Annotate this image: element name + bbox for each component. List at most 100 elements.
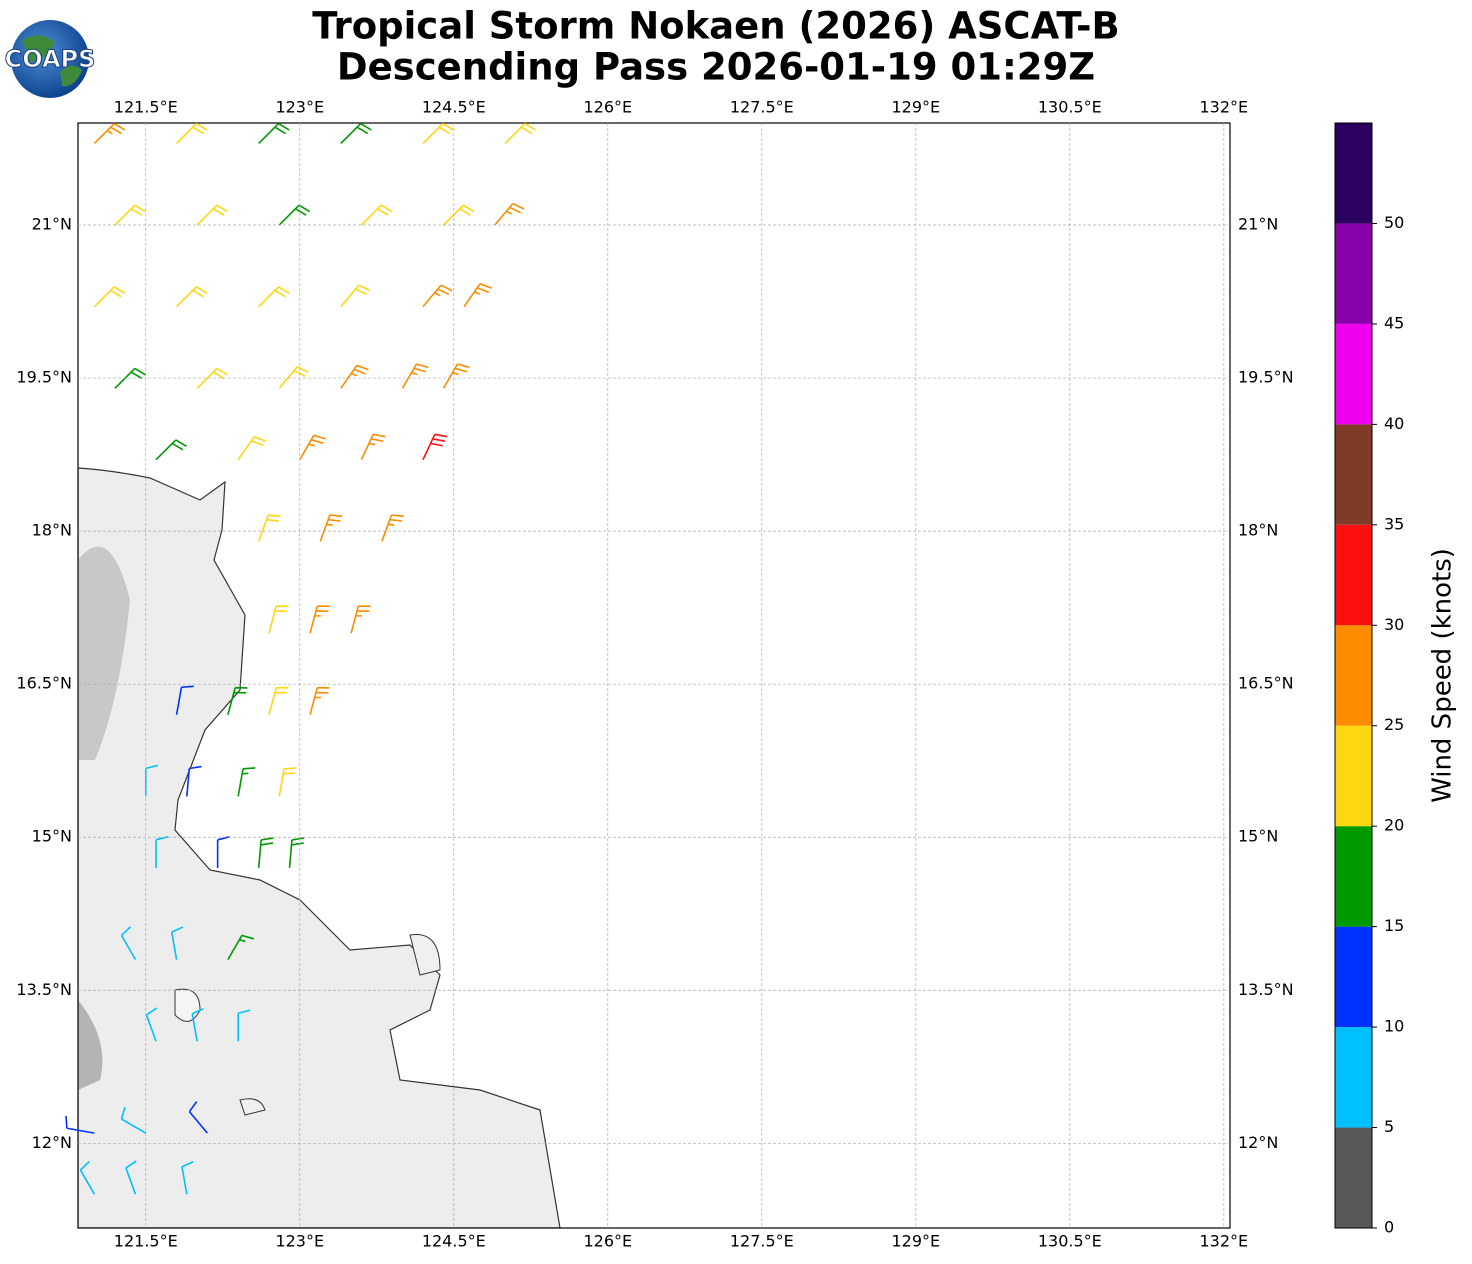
wind-barb: [268, 605, 289, 634]
chart-title: Tropical Storm Nokaen (2026) ASCAT-B: [312, 5, 1119, 48]
wind-barb: [65, 1115, 95, 1134]
y-tick-label: 12°N: [32, 1133, 72, 1152]
wind-barb: [422, 433, 448, 461]
x-tick-label: 121.5°E: [114, 1232, 178, 1251]
logo-text: COAPS: [5, 45, 96, 73]
y-tick-label: 16.5°N: [16, 674, 72, 693]
wind-barb: [278, 366, 309, 389]
colorbar-bin: [1335, 424, 1372, 525]
colorbar-tick-label: 0: [1384, 1218, 1394, 1237]
wind-barb: [340, 364, 369, 389]
y-tick-label: 16.5°N: [1238, 674, 1294, 693]
colorbar-tick-label: 5: [1384, 1117, 1394, 1136]
wind-barb: [93, 286, 126, 308]
wind-barb: [155, 836, 169, 868]
wind-barb: [319, 514, 343, 542]
colorbar-tick-label: 10: [1384, 1017, 1404, 1036]
x-tick-label: 126°E: [583, 98, 632, 117]
x-tick-label: 130.5°E: [1038, 98, 1102, 117]
x-tick-label: 127.5°E: [730, 1232, 794, 1251]
y-tick-label: 19.5°N: [16, 368, 72, 387]
wind-barb: [309, 605, 330, 634]
colorbar-bin: [1335, 725, 1372, 827]
chart-subtitle: Descending Pass 2026-01-19 01:29Z: [337, 46, 1095, 89]
x-tick-label: 127.5°E: [730, 98, 794, 117]
y-tick-label: 13.5°N: [1238, 980, 1294, 999]
wind-barb: [181, 1160, 194, 1195]
wind-barb: [463, 282, 492, 308]
wind-barb: [175, 685, 194, 715]
colorbar-bin: [1335, 926, 1372, 1028]
wind-barb: [79, 1160, 96, 1195]
colorbar-bin: [1335, 1027, 1372, 1128]
x-tick-label: 126°E: [583, 1232, 632, 1251]
wind-barb: [442, 363, 470, 389]
wind-barb: [227, 686, 248, 715]
x-tick-label: 129°E: [891, 98, 940, 117]
y-tick-label: 21°N: [32, 215, 72, 234]
wind-barb: [216, 836, 230, 868]
wind-barb: [114, 204, 146, 226]
wind-barb: [196, 367, 228, 389]
y-tick-label: 18°N: [1238, 521, 1278, 540]
wind-barb: [125, 1160, 137, 1195]
logo: COAPS: [4, 20, 96, 98]
y-tick-label: 18°N: [32, 521, 72, 540]
y-tick-label: 13.5°N: [16, 980, 72, 999]
x-tick-label: 121.5°E: [114, 98, 178, 117]
x-tick-label: 130.5°E: [1038, 1232, 1102, 1251]
wind-barb: [494, 202, 525, 226]
y-tick-label: 15°N: [32, 827, 72, 846]
wind-barb: [350, 605, 371, 634]
colorbar-tick-label: 15: [1384, 916, 1404, 935]
y-tick-label: 19.5°N: [1238, 368, 1294, 387]
wind-barb: [196, 204, 228, 226]
wind-barb: [340, 122, 372, 144]
colorbar-bin: [1335, 323, 1372, 425]
colorbar-tick-label: 20: [1384, 816, 1404, 835]
colorbar-tick-label: 30: [1384, 615, 1404, 634]
wind-barb: [258, 122, 290, 144]
colorbar-tick-label: 35: [1384, 514, 1404, 533]
wind-barb: [381, 514, 404, 542]
wind-barb: [278, 767, 297, 797]
wind-barb: [93, 122, 126, 144]
colorbar-bin: [1335, 625, 1372, 726]
wind-barb: [422, 122, 454, 144]
x-tick-label: 124.5°E: [422, 98, 486, 117]
wind-barb: [309, 686, 330, 715]
x-tick-label: 123°E: [275, 1232, 324, 1251]
wind-barb: [278, 204, 311, 226]
plot-frame: [77, 122, 1231, 1229]
wind-barb: [401, 363, 429, 389]
wind-barb: [257, 514, 281, 542]
wind-barb: [120, 926, 137, 961]
colorbar-tick-label: 40: [1384, 414, 1404, 433]
x-tick-label: 132°E: [1200, 1232, 1249, 1251]
wind-barb: [120, 1106, 147, 1134]
colorbar-tick-label: 50: [1384, 213, 1404, 232]
wind-barb: [442, 204, 475, 226]
x-tick-label: 123°E: [275, 98, 324, 117]
wind-barb: [504, 122, 536, 144]
colorbar-bin: [1335, 524, 1372, 626]
wind-barb: [422, 284, 453, 308]
wind-barb: [188, 1101, 208, 1134]
x-tick-label: 132°E: [1200, 98, 1249, 117]
x-tick-label: 129°E: [891, 1232, 940, 1251]
wind-barb: [237, 767, 256, 797]
y-tick-label: 15°N: [1238, 827, 1278, 846]
wind-barb: [299, 434, 326, 461]
wind-barb: [191, 1007, 204, 1042]
wind-barb: [340, 284, 371, 308]
wind-barb: [257, 837, 274, 868]
wind-barb: [176, 286, 208, 308]
wind-barb: [237, 1009, 251, 1042]
wind-barb: [170, 926, 184, 960]
wind-barb: [268, 686, 289, 715]
wind-barb: [186, 765, 202, 797]
wind-barb: [155, 439, 187, 461]
wind-barb: [288, 837, 305, 868]
y-tick-label: 12°N: [1238, 1133, 1278, 1152]
